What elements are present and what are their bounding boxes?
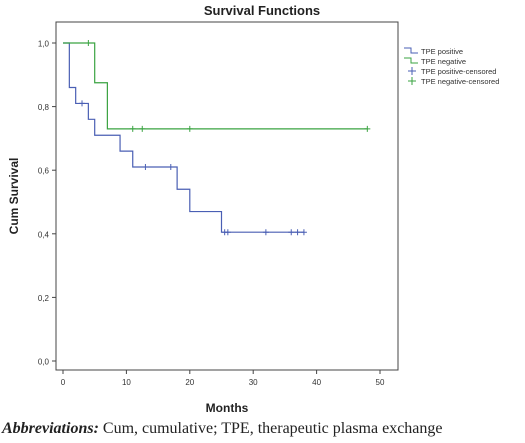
legend-label: TPE positive-censored (421, 67, 496, 76)
legend-swatch-plus (408, 77, 416, 85)
x-axis-label: Months (206, 401, 249, 415)
x-tick-label: 30 (249, 378, 258, 387)
caption: Abbreviations: Cum, cumulative; TPE, the… (2, 420, 522, 440)
x-tick-label: 50 (376, 378, 385, 387)
censor-mark-tpe-positive (79, 100, 86, 107)
y-tick-label: 0,4 (38, 230, 50, 239)
y-axis: 0,0 0,2 0,4 0,6 0,8 1,0 (38, 40, 56, 367)
y-tick-label: 1,0 (38, 40, 50, 49)
censor-mark-tpe-negative (129, 125, 136, 132)
survival-chart: Survival Functions 0,0 0,2 0,4 0,6 0,8 1,0 0 1… (7, 3, 499, 415)
censor-mark-tpe-positive (288, 229, 295, 236)
legend-label: TPE positive (421, 47, 463, 56)
legend-swatch-plus (408, 67, 416, 75)
x-tick-label: 10 (122, 378, 131, 387)
x-tick-label: 40 (312, 378, 321, 387)
y-tick-label: 0,0 (38, 358, 50, 367)
y-tick-label: 0,2 (38, 294, 50, 303)
y-axis-label: Cum Survival (7, 158, 21, 235)
censor-mark-tpe-positive (300, 229, 307, 236)
legend-swatch-step (404, 57, 418, 64)
x-tick-label: 20 (185, 378, 194, 387)
legend-swatch-step (404, 47, 418, 54)
censor-mark-tpe-positive (167, 164, 174, 171)
censor-mark-tpe-negative (139, 125, 146, 132)
series-line-tpe-positive (63, 42, 304, 233)
caption-text: Cum, cumulative; TPE, therapeutic plasma… (98, 420, 443, 437)
censor-mark-tpe-negative (186, 125, 193, 132)
y-tick-label: 0,8 (38, 103, 50, 112)
legend-label: TPE negative-censored (421, 77, 499, 86)
caption-abbrev-label: Abbreviations: (2, 420, 99, 437)
legend-label: TPE negative (421, 57, 466, 66)
series-layer (63, 40, 371, 236)
censor-mark-tpe-positive (294, 229, 301, 236)
censor-mark-tpe-negative (364, 125, 371, 132)
plot-frame (55, 21, 399, 371)
x-tick-label: 0 (61, 378, 66, 387)
y-tick-label: 0,6 (38, 167, 50, 176)
censor-mark-tpe-negative (85, 40, 92, 46)
censor-mark-tpe-positive (262, 229, 269, 236)
x-axis: 0 10 20 30 40 50 (61, 370, 385, 387)
censor-mark-tpe-positive (142, 164, 149, 171)
censor-mark-tpe-positive (224, 229, 231, 236)
chart-title: Survival Functions (204, 3, 320, 18)
